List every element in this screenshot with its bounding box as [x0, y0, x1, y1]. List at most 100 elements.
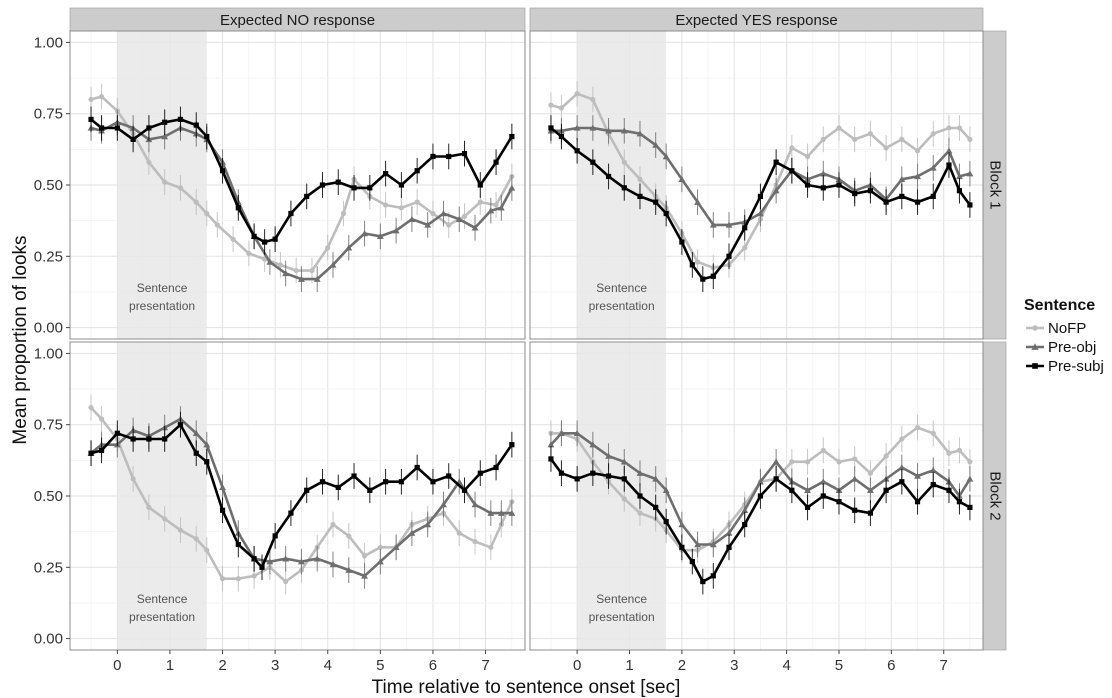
data-point — [789, 145, 795, 151]
data-point — [193, 122, 199, 128]
data-point — [899, 136, 905, 142]
data-point — [345, 244, 353, 251]
data-point — [461, 151, 468, 157]
data-point — [219, 576, 226, 582]
data-point — [162, 436, 168, 442]
data-point — [574, 148, 580, 154]
data-point — [414, 168, 420, 174]
data-point — [621, 185, 627, 191]
data-point — [590, 470, 596, 476]
data-point — [946, 125, 952, 131]
data-point — [477, 199, 483, 205]
data-point — [967, 136, 973, 142]
data-point — [700, 276, 706, 282]
data-point — [956, 125, 963, 131]
data-point — [309, 267, 315, 274]
data-point — [653, 504, 659, 511]
data-point — [251, 556, 257, 562]
chart-panel: Sentence presentation — [69, 341, 526, 651]
data-point — [193, 536, 199, 542]
data-point — [679, 239, 685, 245]
data-point — [653, 199, 659, 205]
data-point — [867, 470, 874, 476]
data-point — [251, 233, 257, 239]
data-point — [820, 493, 826, 499]
series-pre-obj — [87, 109, 516, 292]
data-point — [146, 436, 152, 442]
data-point — [820, 185, 826, 191]
data-point — [266, 258, 274, 265]
data-point — [652, 141, 660, 148]
data-point — [235, 205, 241, 211]
data-point — [725, 529, 733, 536]
data-point — [114, 430, 120, 436]
data-point — [88, 450, 94, 456]
data-point — [330, 521, 336, 528]
data-point — [757, 493, 764, 499]
data-point — [694, 198, 701, 205]
y-tick-label: 1.00 — [34, 34, 63, 51]
data-point — [497, 204, 505, 211]
data-point — [383, 170, 389, 177]
data-point — [146, 159, 152, 165]
series-pre-obj — [547, 420, 974, 558]
data-point — [424, 521, 432, 528]
data-point — [272, 533, 278, 539]
data-point — [377, 544, 383, 550]
data-point — [757, 478, 764, 485]
data-point — [930, 481, 936, 488]
x-axis-title: Time relative to sentence onset [sec] — [372, 677, 681, 698]
data-point — [930, 430, 936, 436]
data-point — [414, 199, 420, 205]
data-point — [398, 182, 404, 188]
data-point — [573, 429, 581, 436]
x-tick-label: 4 — [324, 657, 332, 674]
data-point — [446, 222, 452, 228]
data-point — [288, 510, 294, 516]
legend-title: Sentence — [1024, 297, 1095, 314]
data-point — [272, 236, 278, 242]
data-point — [162, 119, 168, 125]
chart-panel: Sentence presentation — [69, 30, 526, 340]
legend-label: Pre-subj — [1048, 358, 1104, 375]
data-point — [455, 215, 463, 222]
data-point — [621, 159, 627, 165]
y-tick-label: 0.00 — [34, 320, 63, 337]
data-point — [262, 239, 268, 245]
data-point — [351, 473, 357, 479]
data-point — [742, 245, 748, 251]
data-point — [710, 273, 716, 279]
y-tick-label: 0.75 — [34, 417, 63, 434]
data-point — [193, 450, 199, 456]
data-point — [967, 202, 973, 208]
data-point — [694, 259, 701, 265]
data-point — [590, 159, 596, 165]
data-point — [757, 193, 764, 200]
data-point — [548, 102, 554, 108]
series-pre-subj — [88, 411, 515, 581]
data-point — [177, 116, 184, 123]
data-point — [477, 470, 483, 476]
legend-key-marker — [1032, 325, 1038, 331]
data-point — [471, 501, 479, 508]
data-point — [304, 487, 310, 493]
data-point — [508, 509, 516, 516]
data-point — [177, 185, 184, 191]
data-point — [930, 131, 936, 137]
data-point — [819, 478, 827, 485]
data-point — [852, 190, 858, 197]
x-tick-label: 6 — [429, 657, 437, 674]
data-point — [757, 210, 764, 217]
data-point — [605, 473, 612, 479]
data-point — [383, 202, 389, 208]
legend-entry: Pre-subj — [1026, 358, 1104, 375]
data-point — [914, 173, 921, 180]
data-point — [472, 539, 478, 545]
data-point — [298, 275, 305, 282]
data-point — [694, 541, 701, 548]
data-point — [376, 558, 384, 565]
data-point — [219, 168, 226, 174]
data-point — [946, 487, 952, 493]
data-point — [914, 472, 921, 479]
